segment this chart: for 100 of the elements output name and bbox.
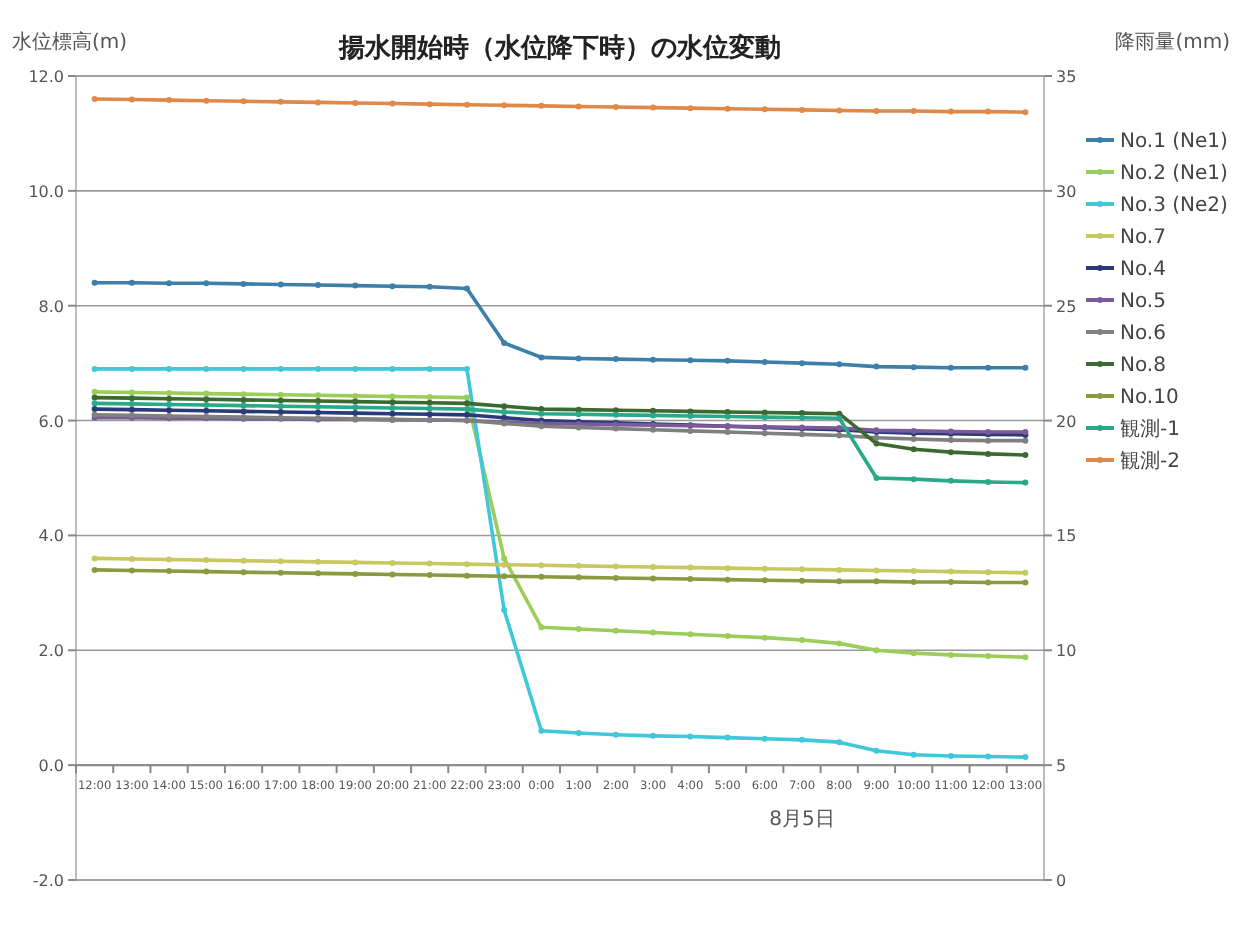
point	[240, 569, 247, 576]
point	[426, 101, 433, 108]
point	[873, 108, 880, 115]
point	[277, 281, 284, 288]
legend-label: No.8	[1120, 355, 1166, 377]
point	[277, 391, 284, 398]
point	[463, 285, 470, 292]
point	[389, 393, 396, 400]
point	[240, 280, 247, 287]
point	[873, 747, 880, 754]
point	[947, 477, 954, 484]
point	[203, 390, 210, 397]
point	[873, 363, 880, 370]
y2-tick-label: 0	[1056, 872, 1067, 890]
point	[612, 627, 619, 634]
point	[240, 557, 247, 564]
point	[873, 567, 880, 574]
point	[1022, 364, 1029, 371]
y2-tick-label: 30	[1056, 182, 1077, 201]
point	[203, 97, 210, 104]
point	[836, 432, 843, 439]
point	[538, 354, 545, 361]
point	[724, 565, 731, 572]
point	[985, 569, 992, 576]
point	[724, 632, 731, 639]
point	[873, 440, 880, 447]
point	[538, 573, 545, 580]
y2-tick-label: 35	[1056, 68, 1077, 86]
point	[575, 729, 582, 736]
point	[277, 403, 284, 410]
point	[985, 437, 992, 444]
point	[650, 629, 657, 636]
point	[1022, 437, 1029, 444]
point	[575, 626, 582, 633]
point	[389, 365, 396, 372]
point	[910, 364, 917, 371]
point	[985, 364, 992, 371]
point	[501, 573, 508, 580]
y-tick-label: 2.0	[38, 642, 64, 661]
point	[724, 576, 731, 583]
chart-title: 揚水開始時（水位降下時）の水位変動	[337, 32, 781, 64]
y-tick-label: 6.0	[38, 412, 64, 431]
point	[1022, 579, 1029, 586]
line-series	[91, 411, 1029, 444]
y-tick-label: 12.0	[28, 68, 64, 86]
legend-label: No.3 (Ne2)	[1120, 195, 1229, 217]
point	[463, 394, 470, 401]
y2-tick-label: 10	[1056, 642, 1077, 661]
point	[389, 404, 396, 411]
point	[761, 414, 768, 421]
point	[575, 562, 582, 569]
legend-label: No.5	[1120, 291, 1166, 313]
point	[240, 365, 247, 372]
point	[91, 400, 98, 407]
point	[277, 558, 284, 565]
line-series	[91, 279, 1029, 371]
point	[538, 727, 545, 734]
point	[501, 561, 508, 568]
point	[947, 364, 954, 371]
point	[910, 751, 917, 758]
point	[426, 560, 433, 567]
point	[873, 475, 880, 481]
y-tick-label: 4.0	[38, 527, 64, 546]
point	[128, 389, 135, 396]
point	[724, 734, 731, 741]
point	[799, 360, 805, 367]
point	[240, 402, 247, 409]
y-tick-label: 8.0	[38, 297, 64, 316]
point	[687, 564, 694, 571]
point	[203, 280, 210, 287]
point	[873, 434, 880, 441]
y2-tick-label: 5	[1056, 757, 1067, 776]
point	[947, 108, 954, 115]
point	[724, 105, 731, 112]
point	[761, 430, 768, 437]
point	[687, 105, 694, 112]
point	[575, 411, 582, 418]
point	[389, 559, 396, 566]
line-series	[91, 566, 1029, 586]
point	[389, 283, 396, 290]
point	[166, 280, 173, 287]
point	[315, 409, 321, 416]
point	[352, 282, 359, 289]
point	[128, 567, 135, 574]
point	[687, 357, 694, 364]
point	[761, 634, 768, 641]
y2-tick-label: 25	[1056, 297, 1077, 316]
point	[128, 96, 135, 103]
point	[203, 568, 210, 575]
point	[538, 562, 545, 569]
point	[947, 449, 954, 456]
legend-label: No.10	[1120, 387, 1179, 409]
point	[426, 405, 433, 412]
point	[128, 279, 135, 286]
point	[985, 753, 992, 760]
point	[836, 640, 843, 647]
annotation: 8月5日	[769, 809, 835, 832]
point	[836, 578, 843, 585]
point	[687, 631, 694, 638]
line-series	[91, 394, 1029, 459]
